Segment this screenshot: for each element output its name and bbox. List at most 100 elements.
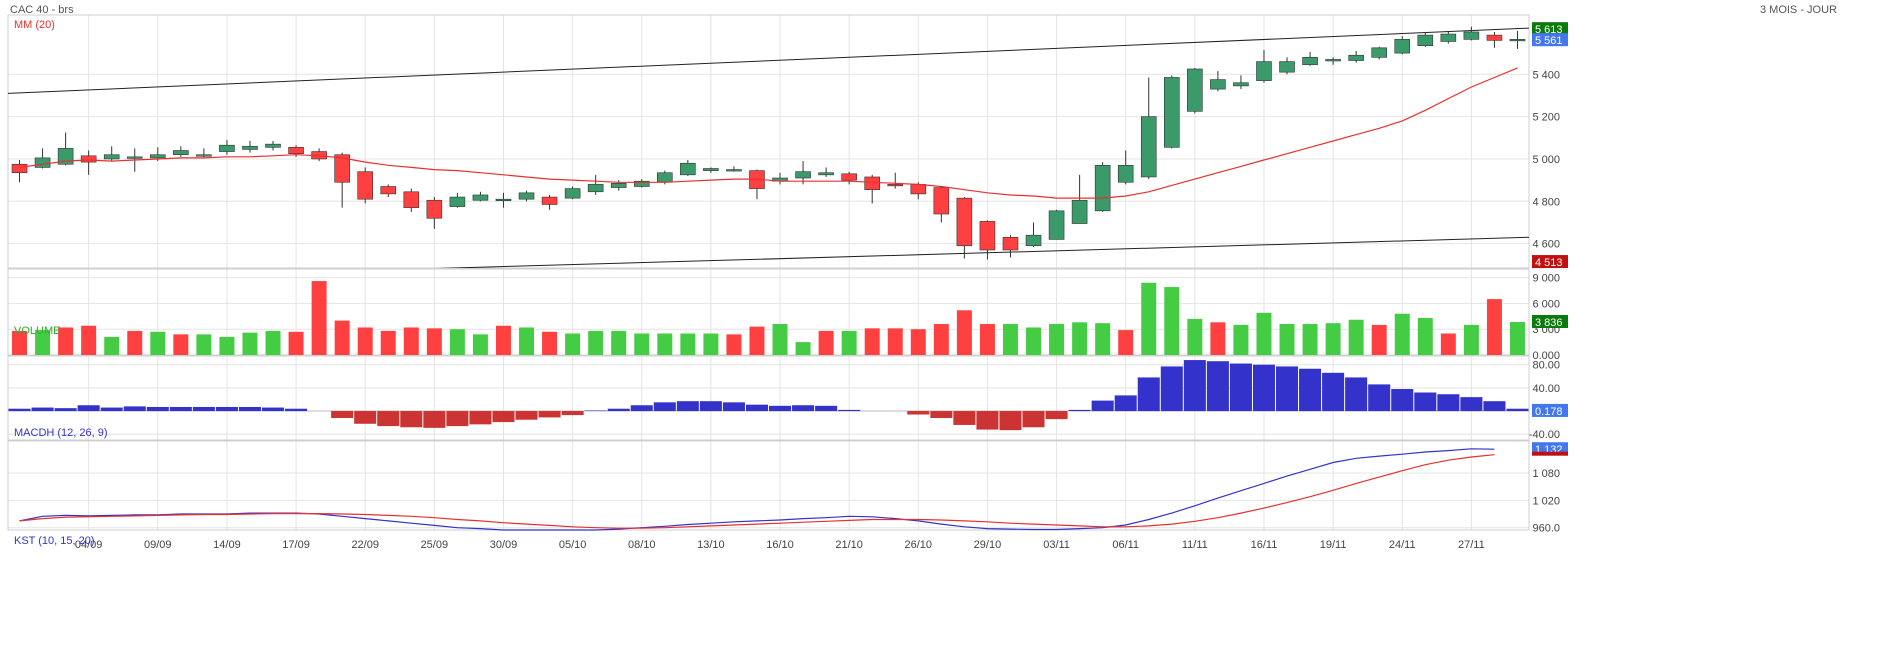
macdh-bar[interactable] bbox=[238, 406, 261, 412]
candle[interactable] bbox=[173, 146, 189, 157]
candle[interactable] bbox=[587, 174, 604, 195]
volume-bar[interactable] bbox=[311, 281, 327, 355]
macdh-bar[interactable] bbox=[31, 407, 54, 412]
macdh-bar[interactable] bbox=[469, 411, 492, 425]
kst-panel[interactable] bbox=[19, 448, 1495, 531]
macdh-bar[interactable] bbox=[999, 411, 1022, 431]
volume-bar[interactable] bbox=[657, 333, 673, 356]
volume-bar[interactable] bbox=[58, 327, 74, 355]
macdh-bar[interactable] bbox=[838, 409, 861, 412]
volume-bar[interactable] bbox=[1210, 322, 1226, 355]
macdh-bar[interactable] bbox=[976, 411, 999, 430]
candle[interactable] bbox=[472, 191, 489, 202]
volume-bar[interactable] bbox=[795, 342, 811, 355]
candle[interactable] bbox=[219, 139, 235, 155]
macdh-bar[interactable] bbox=[400, 411, 423, 428]
macdh-bar[interactable] bbox=[146, 406, 169, 412]
volume-bar[interactable] bbox=[1325, 323, 1341, 355]
candle[interactable] bbox=[426, 197, 443, 229]
macdh-bar[interactable] bbox=[446, 411, 469, 427]
volume-bar[interactable] bbox=[1463, 324, 1479, 355]
candle[interactable] bbox=[726, 166, 742, 172]
macdh-bar[interactable] bbox=[77, 405, 100, 412]
macdh-bar[interactable] bbox=[561, 411, 584, 416]
macdh-bar[interactable] bbox=[1299, 368, 1322, 412]
candle[interactable] bbox=[979, 220, 996, 260]
candle[interactable] bbox=[1071, 174, 1088, 224]
volume-bar[interactable] bbox=[81, 325, 97, 355]
volume-bar[interactable] bbox=[104, 336, 120, 355]
candle[interactable] bbox=[1417, 31, 1434, 47]
volume-bar[interactable] bbox=[288, 331, 304, 355]
macdh-bar[interactable] bbox=[792, 405, 815, 412]
volume-bar[interactable] bbox=[1394, 313, 1410, 355]
macdh-bar[interactable] bbox=[100, 407, 123, 412]
candle[interactable] bbox=[495, 192, 512, 208]
volume-bar[interactable] bbox=[35, 330, 51, 355]
macdh-bar[interactable] bbox=[331, 411, 354, 418]
candle[interactable] bbox=[357, 167, 373, 204]
macdh-bar[interactable] bbox=[769, 405, 792, 412]
candle[interactable] bbox=[1302, 52, 1318, 66]
macdh-bar[interactable] bbox=[1437, 394, 1460, 412]
candle[interactable] bbox=[1256, 49, 1272, 83]
volume-bar[interactable] bbox=[1440, 333, 1456, 356]
candle[interactable] bbox=[449, 192, 466, 208]
volume-bar[interactable] bbox=[588, 330, 604, 355]
candle[interactable] bbox=[196, 148, 212, 158]
volume-panel[interactable] bbox=[12, 281, 1525, 355]
candle[interactable] bbox=[11, 160, 28, 183]
candle[interactable] bbox=[703, 167, 719, 173]
volume-bar[interactable] bbox=[1256, 312, 1272, 355]
volume-bar[interactable] bbox=[1164, 287, 1180, 355]
volume-bar[interactable] bbox=[334, 320, 350, 355]
candle[interactable] bbox=[1233, 75, 1249, 90]
volume-bar[interactable] bbox=[933, 324, 949, 355]
volume-bar[interactable] bbox=[1095, 323, 1111, 355]
volume-bar[interactable] bbox=[1118, 330, 1134, 355]
macdh-bar[interactable] bbox=[1183, 360, 1206, 412]
volume-bar[interactable] bbox=[1302, 324, 1318, 355]
candle[interactable] bbox=[1117, 150, 1134, 185]
volume-bar[interactable] bbox=[634, 333, 650, 356]
macdh-bar[interactable] bbox=[285, 408, 308, 412]
macdh-bar[interactable] bbox=[745, 404, 768, 412]
macdh-bar[interactable] bbox=[815, 405, 838, 412]
macdh-bar[interactable] bbox=[1414, 392, 1437, 412]
candle[interactable] bbox=[1463, 26, 1480, 41]
candle[interactable] bbox=[1325, 57, 1341, 65]
macdh-bar[interactable] bbox=[1068, 409, 1091, 412]
candle[interactable] bbox=[103, 146, 120, 162]
candle[interactable] bbox=[265, 140, 281, 151]
macdh-bar[interactable] bbox=[123, 406, 146, 412]
macdh-bar[interactable] bbox=[930, 411, 953, 418]
volume-bar[interactable] bbox=[12, 330, 28, 355]
volume-bar[interactable] bbox=[1026, 327, 1042, 355]
volume-bar[interactable] bbox=[910, 329, 926, 355]
macdh-bar[interactable] bbox=[676, 401, 699, 412]
macdh-bar[interactable] bbox=[584, 410, 607, 412]
macdh-bar[interactable] bbox=[192, 406, 215, 412]
candle[interactable] bbox=[518, 190, 535, 202]
volume-bar[interactable] bbox=[680, 333, 696, 356]
candle[interactable] bbox=[1486, 31, 1503, 48]
volume-bar[interactable] bbox=[841, 330, 857, 355]
macdh-bar[interactable] bbox=[607, 408, 630, 412]
volume-bar[interactable] bbox=[703, 333, 719, 356]
candle[interactable] bbox=[242, 140, 258, 153]
volume-bar[interactable] bbox=[956, 310, 972, 355]
volume-bar[interactable] bbox=[1049, 324, 1065, 355]
macdh-bar[interactable] bbox=[515, 411, 538, 420]
volume-bar[interactable] bbox=[426, 328, 442, 355]
volume-bar[interactable] bbox=[265, 330, 281, 355]
macdh-bar[interactable] bbox=[1460, 397, 1483, 412]
macdh-bar[interactable] bbox=[653, 402, 676, 412]
candle[interactable] bbox=[864, 174, 880, 204]
volume-bar[interactable] bbox=[495, 325, 511, 355]
macdh-bar[interactable] bbox=[953, 411, 976, 425]
candle[interactable] bbox=[80, 150, 97, 175]
candle[interactable] bbox=[1509, 30, 1526, 49]
macdh-bar[interactable] bbox=[492, 411, 515, 423]
volume-bar[interactable] bbox=[380, 330, 396, 355]
